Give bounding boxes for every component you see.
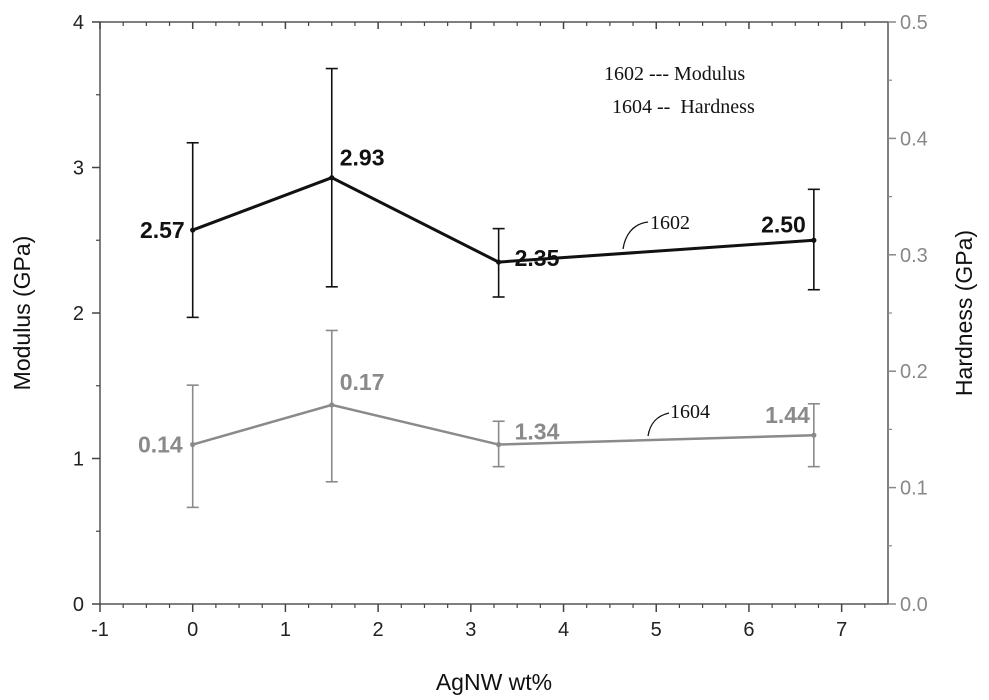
y-left-tick-label: 0	[73, 594, 84, 616]
data-point	[496, 441, 502, 448]
x-tick-label: 4	[558, 619, 569, 641]
data-point	[190, 441, 196, 448]
legend-entry-hardness: 1604 -- Hardness	[612, 96, 755, 118]
data-point	[811, 432, 817, 438]
curve-label-1602: 1602	[650, 212, 690, 234]
y-axis-left-title: Modulus (GPa)	[9, 236, 35, 391]
legend-entry-modulus: 1602 --- Modulus	[604, 63, 745, 85]
x-tick-label: 1	[280, 619, 291, 641]
data-label: 0.14	[138, 432, 183, 458]
data-labels-layer: 2.57 2.93 2.35 2.50 0.14 0.17 1.34 1.44	[138, 145, 810, 458]
x-tick-label: 5	[651, 619, 662, 641]
y-axis-right-title: Hardness (GPa)	[951, 230, 977, 396]
x-tick-label: 0	[187, 619, 198, 641]
curve-label-1604: 1604	[670, 401, 710, 423]
x-tick-label: 3	[465, 619, 476, 641]
data-label: 0.17	[340, 369, 385, 395]
data-point	[329, 175, 335, 181]
data-label: 1.44	[765, 402, 810, 428]
data-point	[811, 237, 817, 243]
data-label: 2.93	[340, 145, 385, 171]
y-right-tick-label: 0.1	[900, 478, 928, 500]
data-point	[190, 227, 196, 233]
x-tick-label: 6	[743, 619, 754, 641]
y-right-tick-label: 0.4	[900, 128, 928, 150]
data-point	[329, 402, 335, 408]
tick-labels: -1 0 1 2 3 4 5 6 7 0 1 2 3 4 0.0 0.1 0.2 0.3 0.4 0.5	[73, 12, 928, 641]
y-right-tick-label: 0.2	[900, 361, 928, 383]
curve-label-leader-1602	[622, 221, 649, 250]
y-left-tick-label: 1	[73, 449, 84, 471]
series-layer	[186, 67, 820, 509]
y-right-tick-label: 0.0	[900, 594, 928, 616]
y-right-tick-label: 0.3	[900, 245, 928, 267]
y-left-tick-label: 4	[73, 12, 84, 34]
x-tick-label: 7	[836, 619, 847, 641]
data-point	[496, 259, 502, 265]
data-label: 2.50	[761, 211, 806, 237]
x-tick-label: -1	[91, 619, 109, 641]
curve-label-leader-1604	[647, 412, 670, 437]
series-line-1604	[192, 403, 814, 446]
data-label: 1.34	[515, 419, 560, 445]
data-label: 2.35	[515, 245, 560, 271]
x-axis-title: AgNW wt%	[436, 669, 552, 695]
tick-marks	[92, 21, 896, 612]
y-left-tick-label: 3	[73, 158, 84, 180]
y-left-tick-label: 2	[73, 303, 84, 325]
data-label: 2.57	[140, 217, 185, 243]
series-line-1602	[192, 176, 814, 264]
x-tick-label: 2	[373, 619, 384, 641]
y-right-tick-label: 0.5	[900, 12, 928, 34]
plot-frame	[99, 21, 889, 605]
